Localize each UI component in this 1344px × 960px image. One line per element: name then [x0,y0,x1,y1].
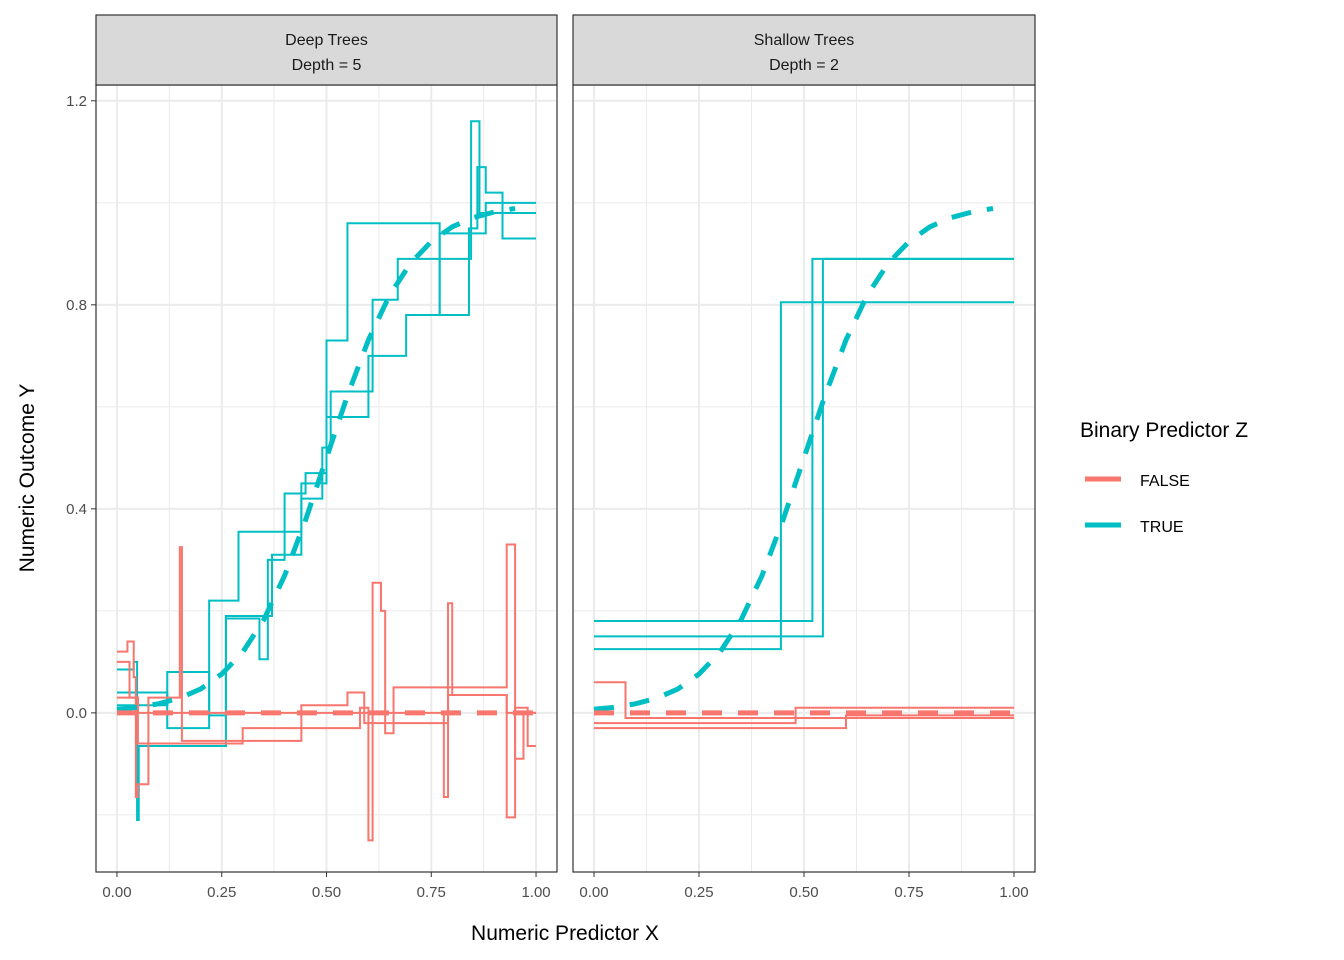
legend-label-true: TRUE [1140,519,1184,536]
y-tick-label: 0.4 [66,501,87,518]
step-line-true [116,166,537,821]
strip-title: Deep Trees [285,32,368,49]
y-tick-label: 0.0 [66,705,87,722]
step-line-false [594,681,1014,719]
legend-label-false: FALSE [1140,473,1190,490]
x-tick-label: 0.50 [312,884,341,901]
x-tick-label: 0.75 [894,884,923,901]
step-line-false [594,714,1014,730]
x-tick-label: 0.25 [207,884,236,901]
x-tick-label: 0.50 [789,884,818,901]
x-axis-title: Numeric Predictor X [471,922,659,945]
legend-title: Binary Predictor Z [1080,419,1248,442]
panel-2: Shallow Trees Depth = 2 0.00 0.25 0.50 0.75 1.… [572,14,1036,901]
panel-1: Deep Trees Depth = 5 0.00 0.25 0.50 0.75 1.00 0… [66,14,558,901]
y-tick-label: 1.2 [66,93,87,110]
strip-subtitle: Depth = 2 [769,57,839,74]
true-curve-true [593,205,994,712]
x-tick-label: 0.25 [684,884,713,901]
strip [95,14,558,86]
x-tick-label: 1.00 [521,884,550,901]
step-line-true [594,301,1014,651]
strip-title: Shallow Trees [754,32,855,49]
step-line-true [594,257,1014,638]
true-curve-true [116,205,516,712]
x-tick-label: 0.00 [102,884,131,901]
x-tick-label: 0.00 [579,884,608,901]
step-line-false [594,706,1014,725]
strip [572,14,1036,86]
x-tick-label: 0.75 [417,884,446,901]
y-tick-label: 0.8 [66,297,87,314]
x-tick-label: 1.00 [999,884,1028,901]
step-line-false [116,694,537,799]
y-axis-title: Numeric Outcome Y [16,384,39,573]
strip-subtitle: Depth = 5 [292,57,362,74]
step-line-true [116,201,537,717]
legend: Binary Predictor Z FALSE TRUE [1080,419,1248,536]
